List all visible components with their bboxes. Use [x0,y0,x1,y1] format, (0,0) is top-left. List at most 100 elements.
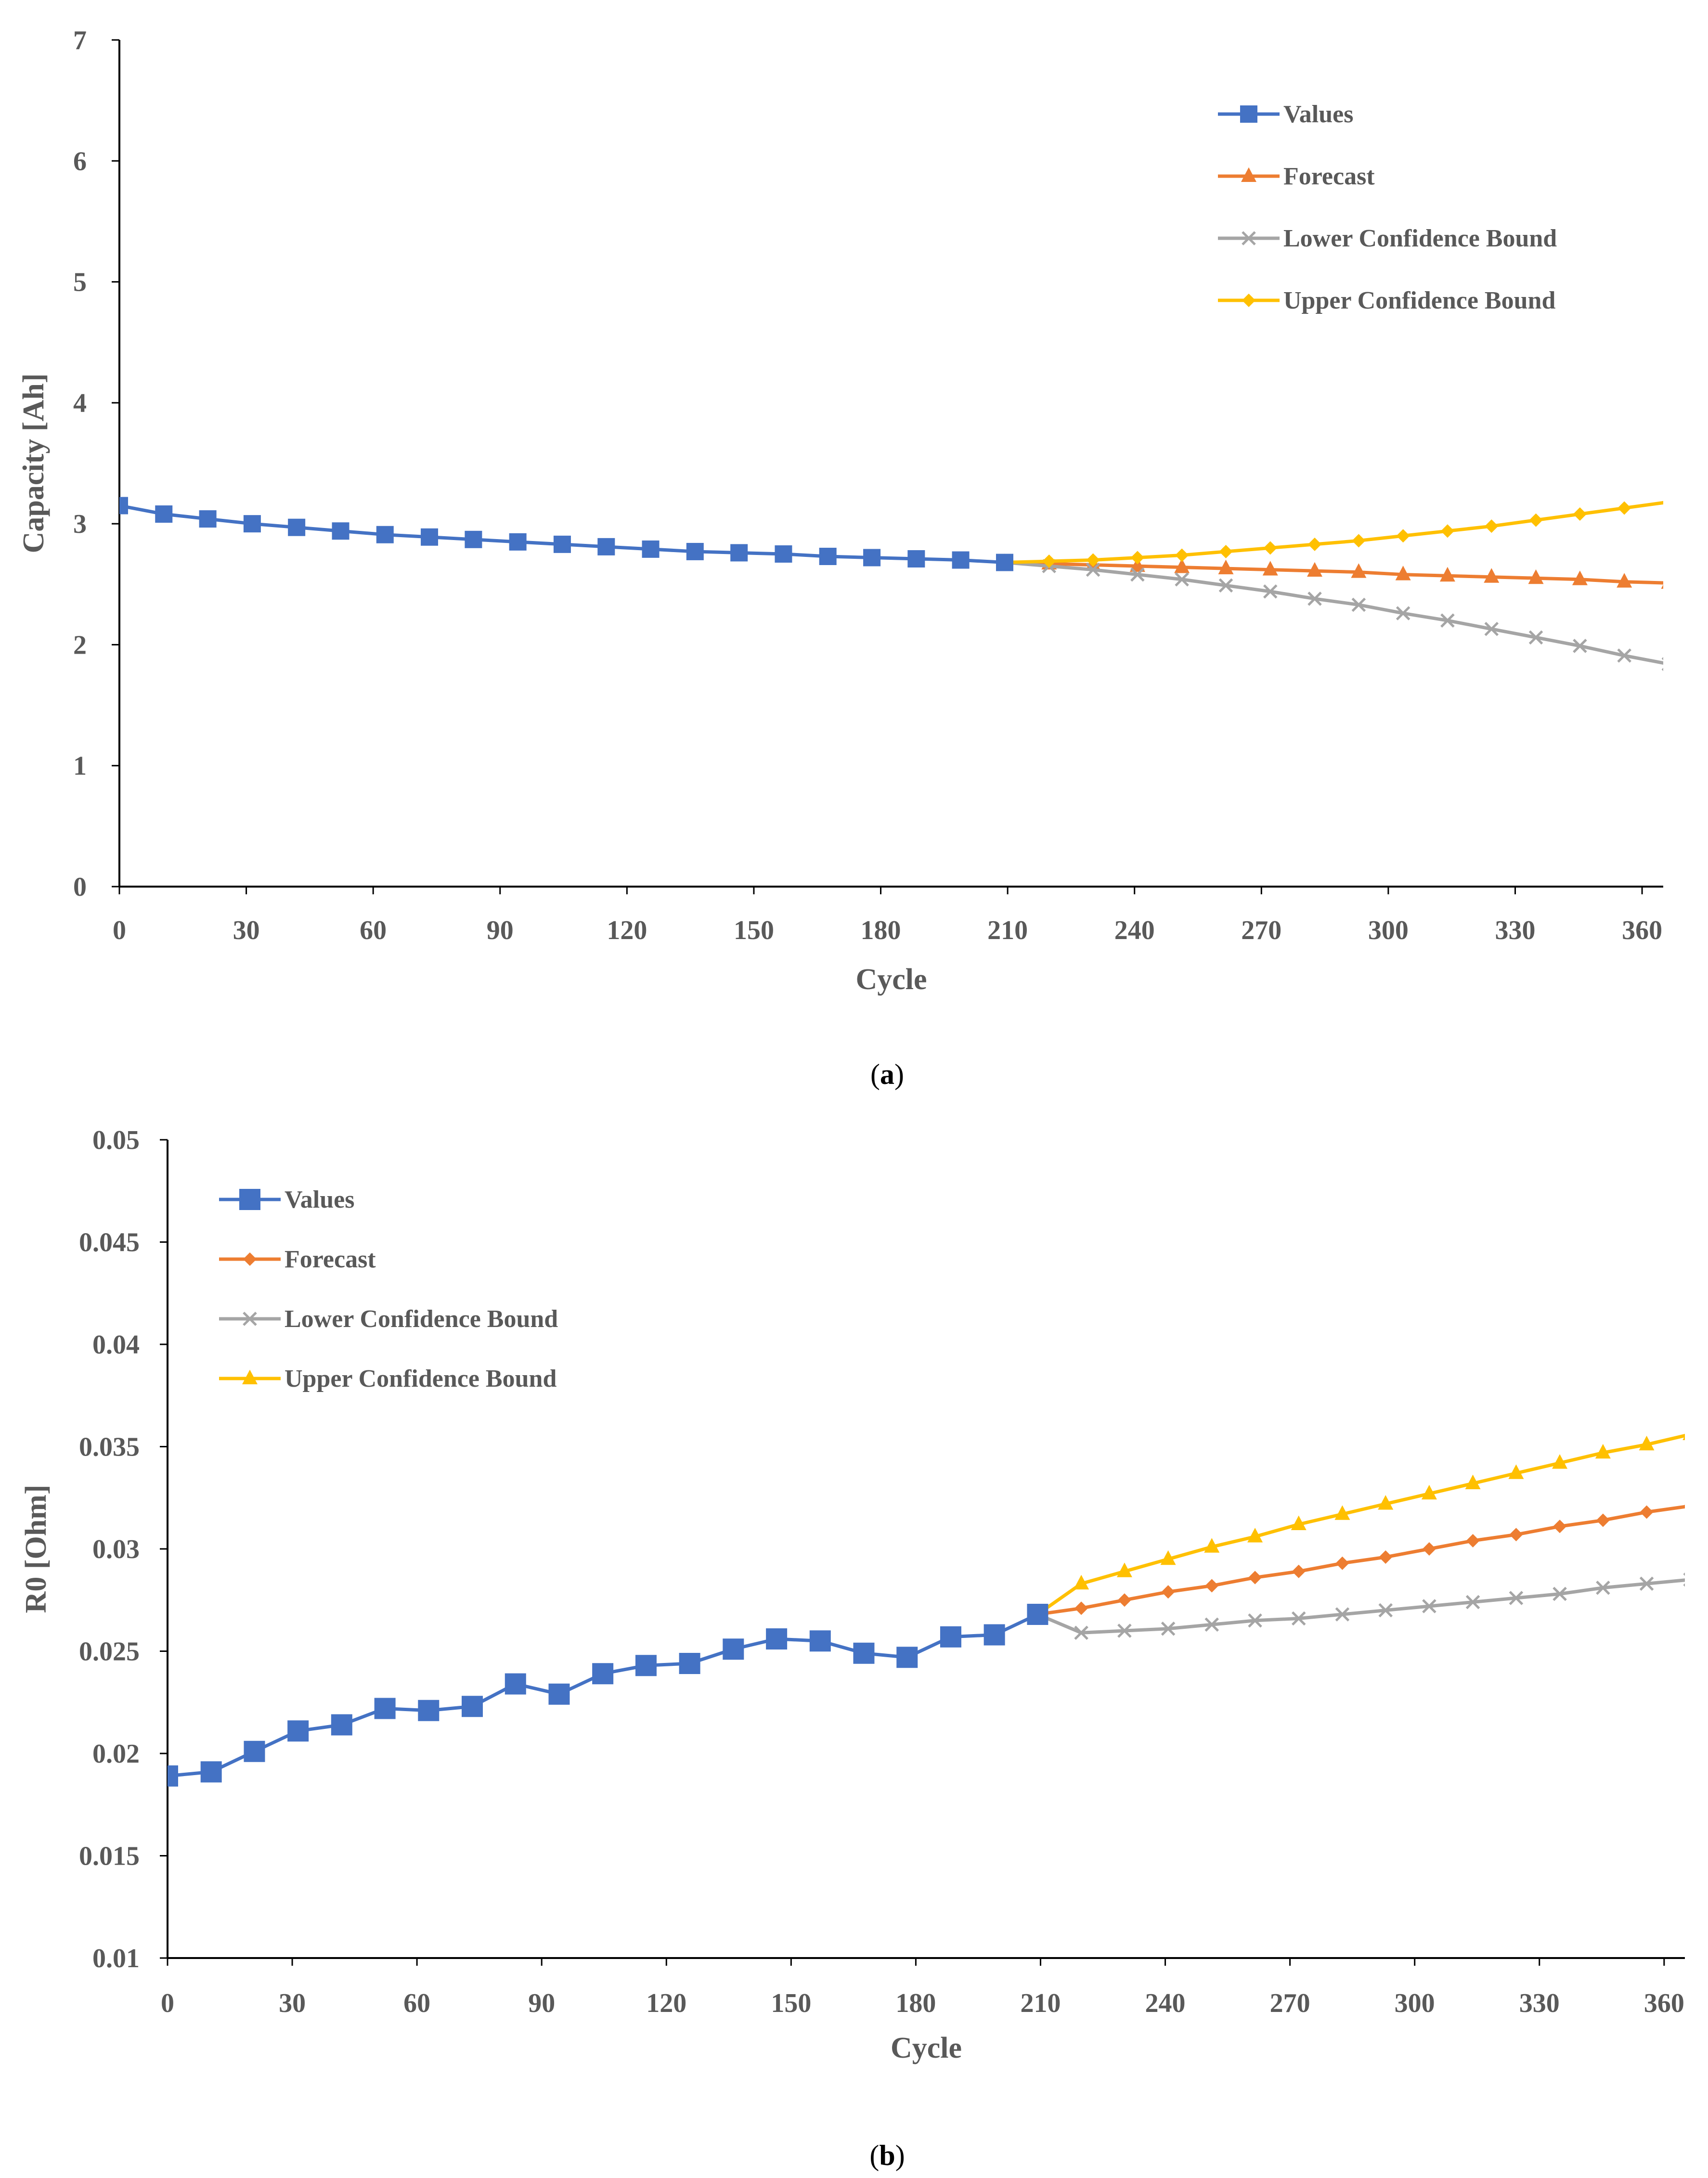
data-point-lower [1130,567,1145,582]
data-point-forecast [1292,1564,1306,1578]
data-point-upper [1160,1550,1176,1565]
data-point-lower [1661,657,1663,671]
data-point-values [505,1673,526,1695]
y-tick-label: 0.01 [92,1944,140,1973]
data-point-upper [1639,1435,1655,1451]
data-point-lower [1307,592,1322,606]
data-point-values [418,1700,440,1721]
legend-marker-lower [1242,231,1256,245]
data-point-values [119,497,128,515]
data-point-forecast [1683,1504,1685,1508]
x-tick-label: 300 [1395,1988,1435,2018]
data-point-forecast [1484,568,1500,583]
data-point-values [952,551,970,569]
series-values [168,1604,1048,1787]
data-point-values [766,1628,788,1650]
data-point-values [553,535,571,553]
data-point-values [635,1655,657,1676]
data-point-forecast [1351,563,1367,578]
x-tick-label: 180 [861,915,901,945]
x-tick-label: 210 [1020,1988,1061,2018]
data-point-values [642,540,660,558]
data-point-values [199,510,217,528]
y-tick-label: 0.05 [92,1125,140,1155]
x-tick-label: 300 [1368,915,1409,945]
x-tick-label: 360 [1644,1988,1684,2018]
data-point-forecast [1553,1520,1567,1534]
series-upper [1030,1434,1685,1620]
data-point-forecast [1422,1542,1436,1556]
data-point-lower [1440,613,1455,628]
legend-marker-upper [242,1369,258,1384]
legend-marker-forecast [1241,167,1256,182]
data-point-lower [1553,1586,1567,1601]
data-point-values [996,554,1013,571]
data-point-lower [1465,1595,1480,1610]
data-point-forecast [1307,562,1323,577]
x-tick-label: 150 [734,915,774,945]
series-line-values [168,1612,1038,1778]
legend-label-upper: Upper Confidence Bound [1283,287,1555,314]
legend-marker-lower [243,1312,257,1326]
data-point-upper [1682,1435,1685,1440]
data-point-upper [1042,554,1056,568]
data-point-values [863,549,881,567]
y-tick-label: 2 [73,630,87,660]
data-point-lower [1639,1576,1654,1591]
y-tick-label: 1 [73,751,87,781]
data-point-lower [1396,606,1410,620]
data-point-upper [1204,1538,1220,1553]
data-point-upper [1662,501,1663,503]
data-point-upper [1074,1574,1089,1590]
data-point-forecast [1640,1505,1654,1519]
data-point-values [597,538,615,555]
data-point-values [421,528,439,546]
series-line-forecast [1004,561,1663,585]
plot-area [168,1434,1685,1787]
series-line-forecast [1037,1505,1685,1616]
y-tick-label: 5 [73,268,87,297]
data-point-forecast [1572,570,1588,585]
data-point-values [461,1696,483,1717]
data-point-values [679,1653,700,1674]
data-point-upper [1617,501,1631,515]
data-point-forecast [1661,584,1663,589]
x-tick-label: 90 [528,1988,555,2018]
legend-marker-values [1240,105,1257,123]
x-tick-label: 210 [987,915,1028,945]
x-tick-label: 330 [1519,1988,1560,2018]
data-point-lower [1291,1611,1306,1626]
legend-marker-values [239,1189,260,1210]
data-point-upper [1485,519,1499,533]
data-point-upper [1552,1454,1568,1469]
data-point-lower [1335,1607,1350,1622]
data-point-forecast [1528,569,1544,584]
data-point-upper [1378,1495,1394,1510]
data-point-lower [1175,572,1189,587]
legend-label-values: Values [285,1186,354,1213]
y-tick-label: 3 [73,509,87,539]
data-point-values [723,1638,744,1660]
data-point-lower [1378,1603,1393,1618]
y-tick-label: 0.03 [92,1534,140,1564]
data-point-lower [1117,1624,1132,1638]
y-tick-label: 0.02 [92,1739,140,1769]
legend-label-lower: Lower Confidence Bound [285,1305,558,1333]
data-point-lower [1074,1625,1088,1640]
data-point-lower [1528,630,1543,645]
data-point-values [168,1765,178,1787]
series-forecast [1031,1504,1685,1621]
data-point-values [896,1647,918,1668]
data-point-lower [1161,1621,1176,1636]
data-point-values [686,542,704,560]
data-point-upper [1352,534,1366,548]
data-point-values [376,526,394,543]
data-point-values [548,1683,570,1705]
data-point-values [592,1663,614,1685]
data-point-forecast [1596,1513,1610,1527]
data-point-upper [1440,524,1454,538]
data-point-upper [1396,529,1410,543]
x-axis-title: Cycle [891,2032,962,2064]
y-tick-label: 7 [73,26,87,55]
data-point-upper [1175,548,1189,562]
